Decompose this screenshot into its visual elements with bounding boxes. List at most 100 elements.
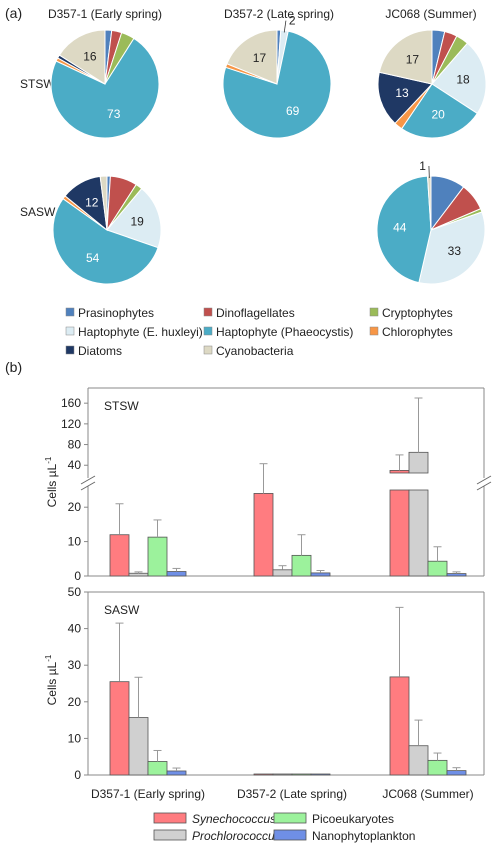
pie-label-cyanobacteria: 1 — [419, 159, 426, 173]
bar-picoeukaryotes-1 — [147, 536, 168, 577]
row-label-stsw: STSW — [20, 77, 55, 91]
bar-prochlorococcus-2 — [272, 773, 293, 776]
bar-synechococcus-2 — [253, 493, 274, 577]
pie-slice-haptophyte-phaeocystis — [222, 30, 332, 139]
pie-legend-item-diatoms: Diatoms — [65, 344, 122, 358]
column-title-1: D357-1 (Early spring) — [48, 7, 162, 21]
bar-legend-item-synechococcus: Synechococcus — [153, 812, 276, 826]
pie-stsw-d357-2-late-spring: 2 69 17 — [222, 14, 332, 139]
bar-picoeukaryotes-1 — [147, 761, 168, 776]
bar-legend-swatch — [273, 829, 307, 841]
bar-prochlorococcus-2 — [272, 569, 293, 577]
bar-nanophytoplankton-2 — [310, 572, 331, 577]
column-title-3: JC068 (Summer) — [385, 7, 476, 21]
pie-legend-label: Diatoms — [78, 344, 122, 358]
pie-slice-haptophyte-e-huxleyi — [418, 211, 486, 285]
pie-legend-swatch — [65, 345, 75, 355]
pie-slice-haptophyte-e-huxleyi — [106, 187, 162, 249]
bar-legend-item-picoeukaryotes: Picoeukaryotes — [273, 812, 394, 826]
bar-prochlorococcus-3 — [408, 489, 429, 577]
pie-slice-haptophyte-phaeocystis — [52, 197, 159, 285]
pie-label-cyanobacteria: 17 — [253, 51, 267, 65]
pie-label-haptophyte-phaeocystis: 44 — [393, 220, 407, 234]
pie-label-haptophyte-e-huxleyi: 33 — [448, 244, 462, 258]
panel-b-label: (b) — [5, 359, 22, 375]
pie-stsw-d357-1-early-spring: 73 16 — [50, 29, 160, 139]
axis-break-mark — [476, 475, 492, 485]
y-tick-label: 50 — [68, 585, 82, 599]
y-tick-label: 0 — [74, 768, 81, 782]
pie-legend-label: Cyanobacteria — [216, 344, 294, 358]
y-tick-label: 10 — [68, 731, 82, 745]
pie-slice-cyanobacteria — [99, 175, 108, 231]
bar-legend-label: Nanophytoplankton — [312, 829, 415, 843]
x-tick-label: D357-1 (Early spring) — [91, 787, 205, 801]
panel-title-sasw: SASW — [104, 603, 140, 617]
bar-picoeukaryotes-3 — [427, 759, 448, 776]
pie-sasw-d357-1-early-spring: 19 54 12 — [52, 175, 162, 285]
axis-break-gap — [80, 478, 96, 486]
pie-label-haptophyte-phaeocystis: 54 — [86, 251, 100, 265]
axis-break-mark — [80, 475, 96, 485]
bar-legend-swatch — [273, 812, 307, 824]
pie-slice-cyanobacteria — [226, 29, 278, 85]
bar-picoeukaryotes-3 — [427, 560, 448, 577]
bar-legend-swatch — [153, 812, 187, 824]
pie-label-diatoms: 12 — [85, 196, 99, 210]
row-label-sasw: SASW — [20, 205, 56, 219]
pie-legend-item-haptophyte-phaeocystis: Haptophyte (Phaeocystis) — [203, 325, 353, 339]
pie-label-haptophyte-phaeocystis: 20 — [432, 108, 446, 122]
y-tick-label: 40 — [68, 622, 82, 636]
pie-label-cyanobacteria: 17 — [406, 53, 420, 67]
y-tick-label: 20 — [68, 695, 82, 709]
pie-label-cyanobacteria: 16 — [83, 50, 97, 64]
pie-label-haptophyte-e-huxleyi: 2 — [289, 14, 296, 28]
bar-legend-item-prochlorococcus: Prochlorococcus — [153, 829, 281, 843]
bar-picoeukaryotes-2 — [291, 554, 312, 577]
pie-slice-haptophyte-phaeocystis — [50, 37, 160, 139]
pie-legend-item-chlorophytes: Chlorophytes — [369, 325, 453, 339]
pie-slice-haptophyte-phaeocystis — [400, 83, 478, 139]
axis-break-gap — [476, 478, 492, 486]
bar-prochlorococcus-3 — [408, 745, 429, 776]
panel-a-label: (a) — [5, 5, 22, 21]
pie-legend-swatch — [203, 307, 213, 317]
pie-legend-label: Haptophyte (E. huxleyi) — [78, 325, 203, 339]
pie-legend-label: Chlorophytes — [382, 325, 453, 339]
bar-prochlorococcus-1 — [128, 572, 149, 577]
y-tick-label: 20 — [68, 500, 82, 514]
bar-legend-label: Picoeukaryotes — [312, 812, 394, 826]
x-tick-label: JC068 (Summer) — [382, 787, 473, 801]
bar-synechococcus-3 — [389, 676, 410, 776]
pie-legend-swatch — [203, 326, 213, 336]
axis-break-mark — [80, 481, 96, 491]
y-axis-label: Cells µL-1 — [44, 456, 59, 507]
x-tick-label: D357-2 (Late spring) — [237, 787, 347, 801]
pie-label-haptophyte-e-huxleyi: 19 — [131, 215, 145, 229]
pie-slice-cyanobacteria — [378, 29, 433, 85]
pie-stsw-jc068-summer: 18 20 13 17 — [377, 29, 487, 139]
pie-legend-item-haptophyte-e-huxleyi: Haptophyte (E. huxleyi) — [65, 325, 203, 339]
bar-nanophytoplankton-2 — [310, 773, 331, 776]
bar-synechococcus-1 — [109, 681, 130, 776]
pie-legend-label: Prasinophytes — [78, 306, 154, 320]
y-tick-label: 30 — [68, 658, 82, 672]
panel-title-stsw: STSW — [104, 399, 139, 413]
y-tick-label: 40 — [68, 458, 82, 472]
bar-legend-label: Prochlorococcus — [192, 829, 281, 843]
pie-legend-swatch — [369, 326, 379, 336]
column-title-2: D357-2 (Late spring) — [224, 7, 334, 21]
y-axis-label-superscript: -1 — [44, 456, 53, 464]
y-tick-label: 160 — [61, 396, 81, 410]
bar-legend-swatch — [153, 829, 187, 841]
y-axis-label: Cells µL-1 — [44, 654, 59, 705]
y-tick-label: 10 — [68, 535, 82, 549]
axis-break-mark — [476, 481, 492, 491]
y-axis-label-superscript: -1 — [44, 654, 53, 662]
pie-slice-haptophyte-phaeocystis — [376, 175, 432, 284]
pie-legend-swatch — [65, 307, 75, 317]
bar-synechococcus-2 — [253, 773, 274, 776]
pie-label-haptophyte-phaeocystis: 69 — [286, 104, 300, 118]
pie-legend-swatch — [203, 345, 213, 355]
